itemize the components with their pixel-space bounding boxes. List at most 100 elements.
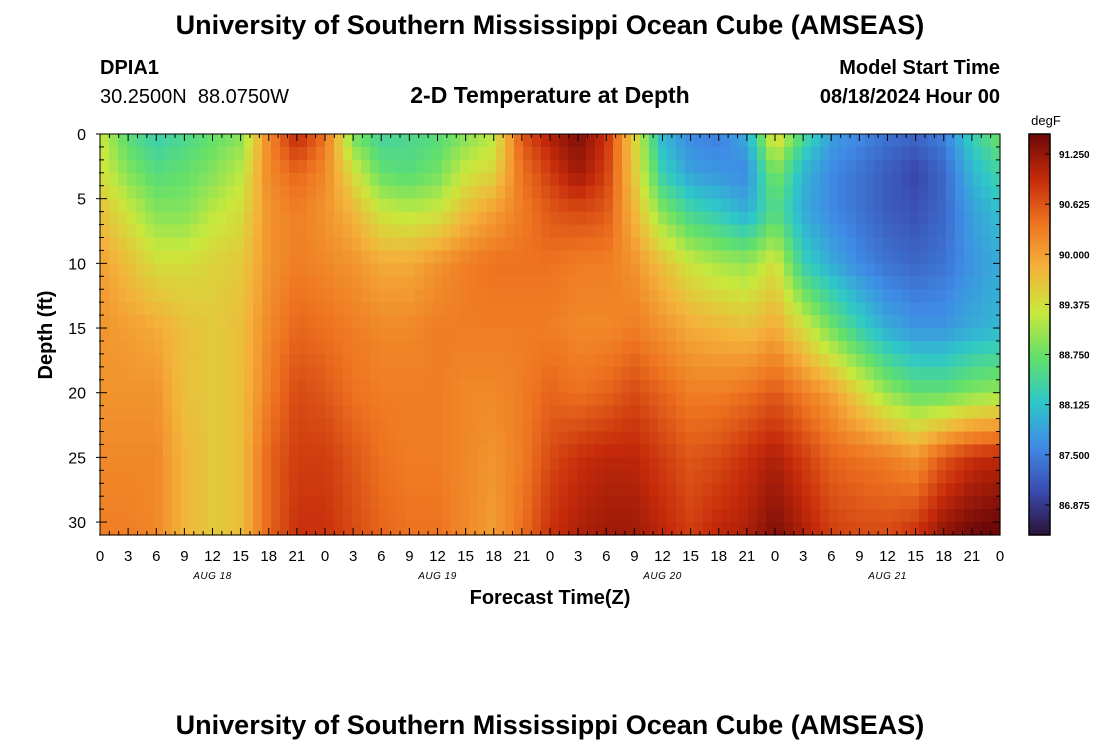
heatmap-cell bbox=[541, 211, 551, 226]
heatmap-cell bbox=[298, 418, 308, 433]
heatmap-cell bbox=[568, 302, 578, 316]
heatmap-cell bbox=[253, 328, 263, 342]
heatmap-cell bbox=[865, 263, 875, 277]
heatmap-cell bbox=[910, 483, 920, 497]
heatmap-cell bbox=[199, 134, 209, 148]
heatmap-cell bbox=[757, 509, 767, 523]
heatmap-cell bbox=[595, 522, 605, 536]
heatmap-cell bbox=[685, 418, 695, 433]
heatmap-cell bbox=[838, 392, 848, 407]
heatmap-cell bbox=[316, 392, 326, 407]
heatmap-cell bbox=[937, 418, 947, 433]
heatmap-cell bbox=[676, 353, 686, 368]
heatmap-cell bbox=[451, 146, 461, 161]
heatmap-cell bbox=[604, 134, 614, 148]
heatmap-cell bbox=[523, 340, 533, 355]
heatmap-cell bbox=[541, 340, 551, 355]
heatmap-cell bbox=[577, 470, 587, 484]
heatmap-cell bbox=[604, 470, 614, 484]
heatmap-cell bbox=[676, 315, 686, 329]
heatmap-cell bbox=[694, 289, 704, 303]
heatmap-cell bbox=[730, 159, 740, 174]
heatmap-cell bbox=[595, 470, 605, 484]
heatmap-cell bbox=[649, 470, 659, 484]
heatmap-cell bbox=[838, 522, 848, 536]
heatmap-cell bbox=[316, 509, 326, 523]
heatmap-cell bbox=[946, 496, 956, 510]
heatmap-cell bbox=[217, 134, 227, 148]
heatmap-cell bbox=[343, 496, 353, 510]
heatmap-cell bbox=[379, 405, 389, 420]
heatmap-cell bbox=[523, 302, 533, 316]
heatmap-cell bbox=[136, 185, 146, 200]
heatmap-cell bbox=[901, 263, 911, 277]
heatmap-cell bbox=[559, 289, 569, 303]
heatmap-cell bbox=[451, 224, 461, 239]
heatmap-cell bbox=[316, 522, 326, 536]
heatmap-cell bbox=[343, 237, 353, 252]
heatmap-cell bbox=[352, 159, 362, 174]
heatmap-cell bbox=[406, 496, 416, 510]
heatmap-cell bbox=[334, 353, 344, 368]
heatmap-cell bbox=[379, 353, 389, 368]
heatmap-cell bbox=[577, 353, 587, 368]
heatmap-cell bbox=[361, 159, 371, 174]
heatmap-cell bbox=[109, 250, 119, 264]
heatmap-cell bbox=[559, 366, 569, 381]
heatmap-cell bbox=[136, 146, 146, 161]
heatmap-cell bbox=[442, 483, 452, 497]
heatmap-cell bbox=[748, 134, 758, 148]
heatmap-cell bbox=[757, 379, 767, 394]
heatmap-cell bbox=[514, 263, 524, 277]
heatmap-cell bbox=[919, 444, 929, 458]
heatmap-cell bbox=[640, 185, 650, 200]
heatmap-cell bbox=[739, 379, 749, 394]
heatmap-cell bbox=[631, 211, 641, 226]
heatmap-cell bbox=[550, 224, 560, 239]
heatmap-cell bbox=[640, 328, 650, 342]
heatmap-cell bbox=[532, 276, 542, 290]
heatmap-cell bbox=[118, 211, 128, 226]
heatmap-cell bbox=[559, 250, 569, 264]
heatmap-cell bbox=[685, 509, 695, 523]
heatmap-cell bbox=[613, 211, 623, 226]
heatmap-cell bbox=[892, 366, 902, 381]
heatmap-cell bbox=[118, 224, 128, 239]
heatmap-cell bbox=[100, 302, 110, 316]
heatmap-cell bbox=[586, 457, 596, 471]
heatmap-cell bbox=[973, 496, 983, 510]
heatmap-cell bbox=[208, 263, 218, 277]
heatmap-cell bbox=[244, 263, 254, 277]
heatmap-cell bbox=[820, 237, 830, 252]
heatmap-cell bbox=[784, 405, 794, 420]
heatmap-cell bbox=[280, 198, 290, 213]
heatmap-cell bbox=[496, 392, 506, 407]
heatmap-cell bbox=[622, 159, 632, 174]
heatmap-cell bbox=[631, 146, 641, 161]
heatmap-cell bbox=[145, 522, 155, 536]
heatmap-cell bbox=[199, 250, 209, 264]
heatmap-cell bbox=[748, 483, 758, 497]
heatmap-cell bbox=[748, 431, 758, 446]
heatmap-cell bbox=[217, 146, 227, 161]
heatmap-cell bbox=[154, 263, 164, 277]
heatmap-cell bbox=[703, 237, 713, 252]
heatmap-cell bbox=[946, 224, 956, 239]
x-tick-label: 15 bbox=[457, 548, 474, 565]
heatmap-cell bbox=[226, 509, 236, 523]
heatmap-cell bbox=[226, 276, 236, 290]
heatmap-cell bbox=[964, 366, 974, 381]
heatmap-cell bbox=[271, 315, 281, 329]
heatmap-cell bbox=[694, 405, 704, 420]
heatmap-cell bbox=[613, 340, 623, 355]
heatmap-cell bbox=[154, 444, 164, 458]
x-tick-label: 6 bbox=[377, 548, 385, 565]
heatmap-cell bbox=[820, 211, 830, 226]
heatmap-cell bbox=[118, 250, 128, 264]
heatmap-cell bbox=[379, 134, 389, 148]
heatmap-cell bbox=[649, 405, 659, 420]
heatmap-cell bbox=[442, 315, 452, 329]
heatmap-cell bbox=[721, 185, 731, 200]
heatmap-cell bbox=[766, 418, 776, 433]
heatmap-cell bbox=[469, 392, 479, 407]
